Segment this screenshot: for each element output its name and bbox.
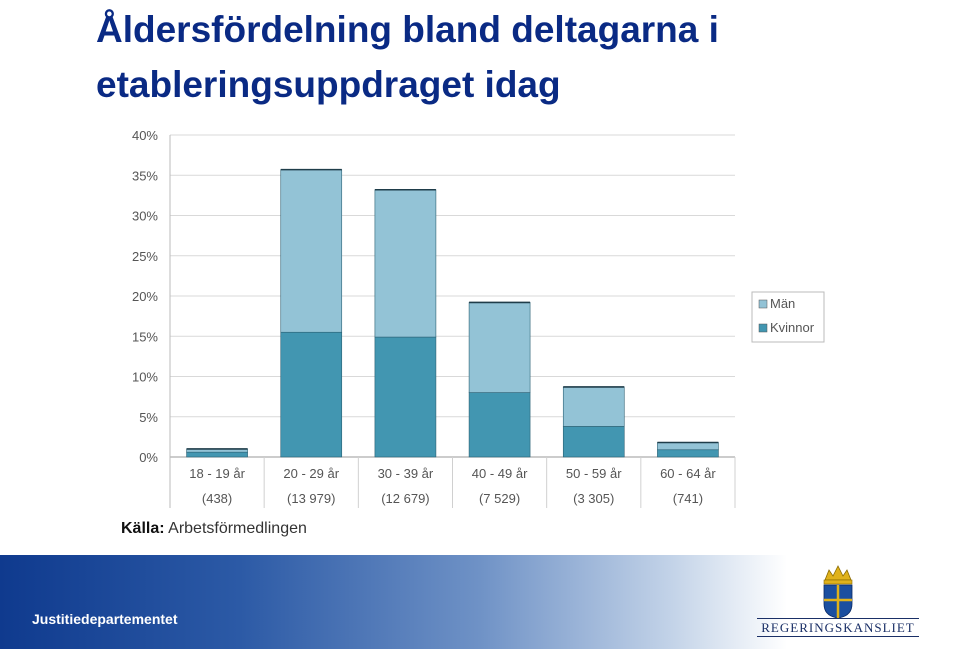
legend-label-man: Män xyxy=(770,296,795,311)
x-count-label: (7 529) xyxy=(479,491,520,506)
x-category-label: 40 - 49 år xyxy=(472,466,528,481)
x-count-label: (3 305) xyxy=(573,491,614,506)
y-tick-label: 0% xyxy=(139,450,158,465)
x-count-label: (13 979) xyxy=(287,491,335,506)
age-distribution-chart: 0% 5% 10% 15% 20% 25% 30% 35% 40% 18 - 19 år (438… xyxy=(132,128,825,508)
y-axis-ticks: 0% 5% 10% 15% 20% 25% 30% 35% 40% xyxy=(132,128,158,465)
logo-text: REGERINGSKANSLIET xyxy=(757,618,919,637)
bar-man xyxy=(280,169,343,333)
x-category-label: 30 - 39 år xyxy=(378,466,434,481)
bar-man xyxy=(468,302,531,393)
chart-bars xyxy=(186,168,719,458)
x-count-label: (438) xyxy=(202,491,232,506)
title-line-2: etableringsuppdraget idag xyxy=(96,64,561,105)
x-category-label: 50 - 59 år xyxy=(566,466,622,481)
bar-kvinnor xyxy=(562,426,625,458)
y-tick-label: 25% xyxy=(132,249,158,264)
crown-shield-icon xyxy=(823,565,853,619)
x-category-label: 20 - 29 år xyxy=(283,466,339,481)
chart-legend: Män Kvinnor xyxy=(751,291,825,343)
bar-kvinnor xyxy=(468,392,531,458)
chart-grid xyxy=(169,134,735,508)
page-title: Åldersfördelning bland deltagarna i etab… xyxy=(96,2,946,112)
source-label: Källa: xyxy=(121,520,165,537)
footer-bar xyxy=(0,555,960,649)
footer-department: Justitiedepartementet xyxy=(32,611,178,627)
bar-kvinnor xyxy=(186,451,248,458)
bar-man xyxy=(657,442,719,451)
y-tick-label: 30% xyxy=(132,209,158,224)
bar-man xyxy=(374,189,437,338)
y-tick-label: 5% xyxy=(139,410,158,425)
legend-swatch-kvinnor xyxy=(758,323,768,333)
title-line-1: Åldersfördelning bland deltagarna i xyxy=(96,9,719,50)
x-count-label: (741) xyxy=(673,491,703,506)
y-tick-label: 20% xyxy=(132,289,158,304)
bar-kvinnor xyxy=(374,336,437,458)
source-value: Arbetsförmedlingen xyxy=(168,520,307,537)
x-count-label: (12 679) xyxy=(381,491,429,506)
x-category-label: 60 - 64 år xyxy=(660,466,716,481)
y-tick-label: 40% xyxy=(132,128,158,143)
bar-kvinnor xyxy=(657,449,719,458)
x-category-label: 18 - 19 år xyxy=(189,466,245,481)
regeringskansliet-logo: REGERINGSKANSLIET xyxy=(757,562,919,642)
legend-swatch-man xyxy=(758,299,768,309)
y-tick-label: 35% xyxy=(132,168,158,183)
y-tick-label: 10% xyxy=(132,370,158,385)
bar-man xyxy=(562,386,625,427)
bar-kvinnor xyxy=(280,331,343,458)
y-tick-label: 15% xyxy=(132,329,158,344)
legend-label-kvinnor: Kvinnor xyxy=(770,320,815,335)
x-axis-labels: 18 - 19 år (438) 20 - 29 år (13 979) 30 - 39… xyxy=(189,457,736,508)
source-note: Källa: Arbetsförmedlingen xyxy=(121,520,307,538)
